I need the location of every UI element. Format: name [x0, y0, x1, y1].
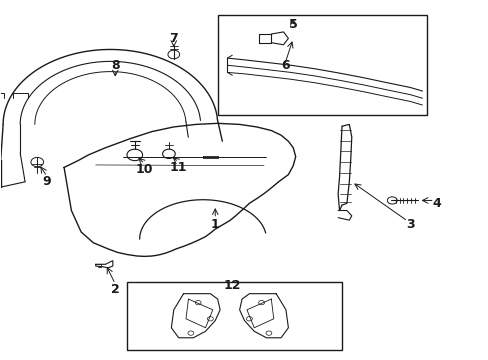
Text: 3: 3	[405, 218, 414, 231]
Text: 7: 7	[169, 32, 178, 45]
Text: 10: 10	[136, 163, 153, 176]
Text: 6: 6	[281, 59, 290, 72]
Bar	[127, 282, 341, 350]
Text: 5: 5	[288, 18, 297, 31]
Text: 4: 4	[432, 197, 441, 210]
Text: 12: 12	[223, 279, 241, 292]
Bar	[217, 15, 427, 116]
Text: 2: 2	[111, 283, 120, 296]
Text: 11: 11	[169, 161, 187, 174]
Text: 1: 1	[210, 218, 219, 231]
Text: 9: 9	[42, 175, 51, 188]
Text: 8: 8	[111, 59, 120, 72]
